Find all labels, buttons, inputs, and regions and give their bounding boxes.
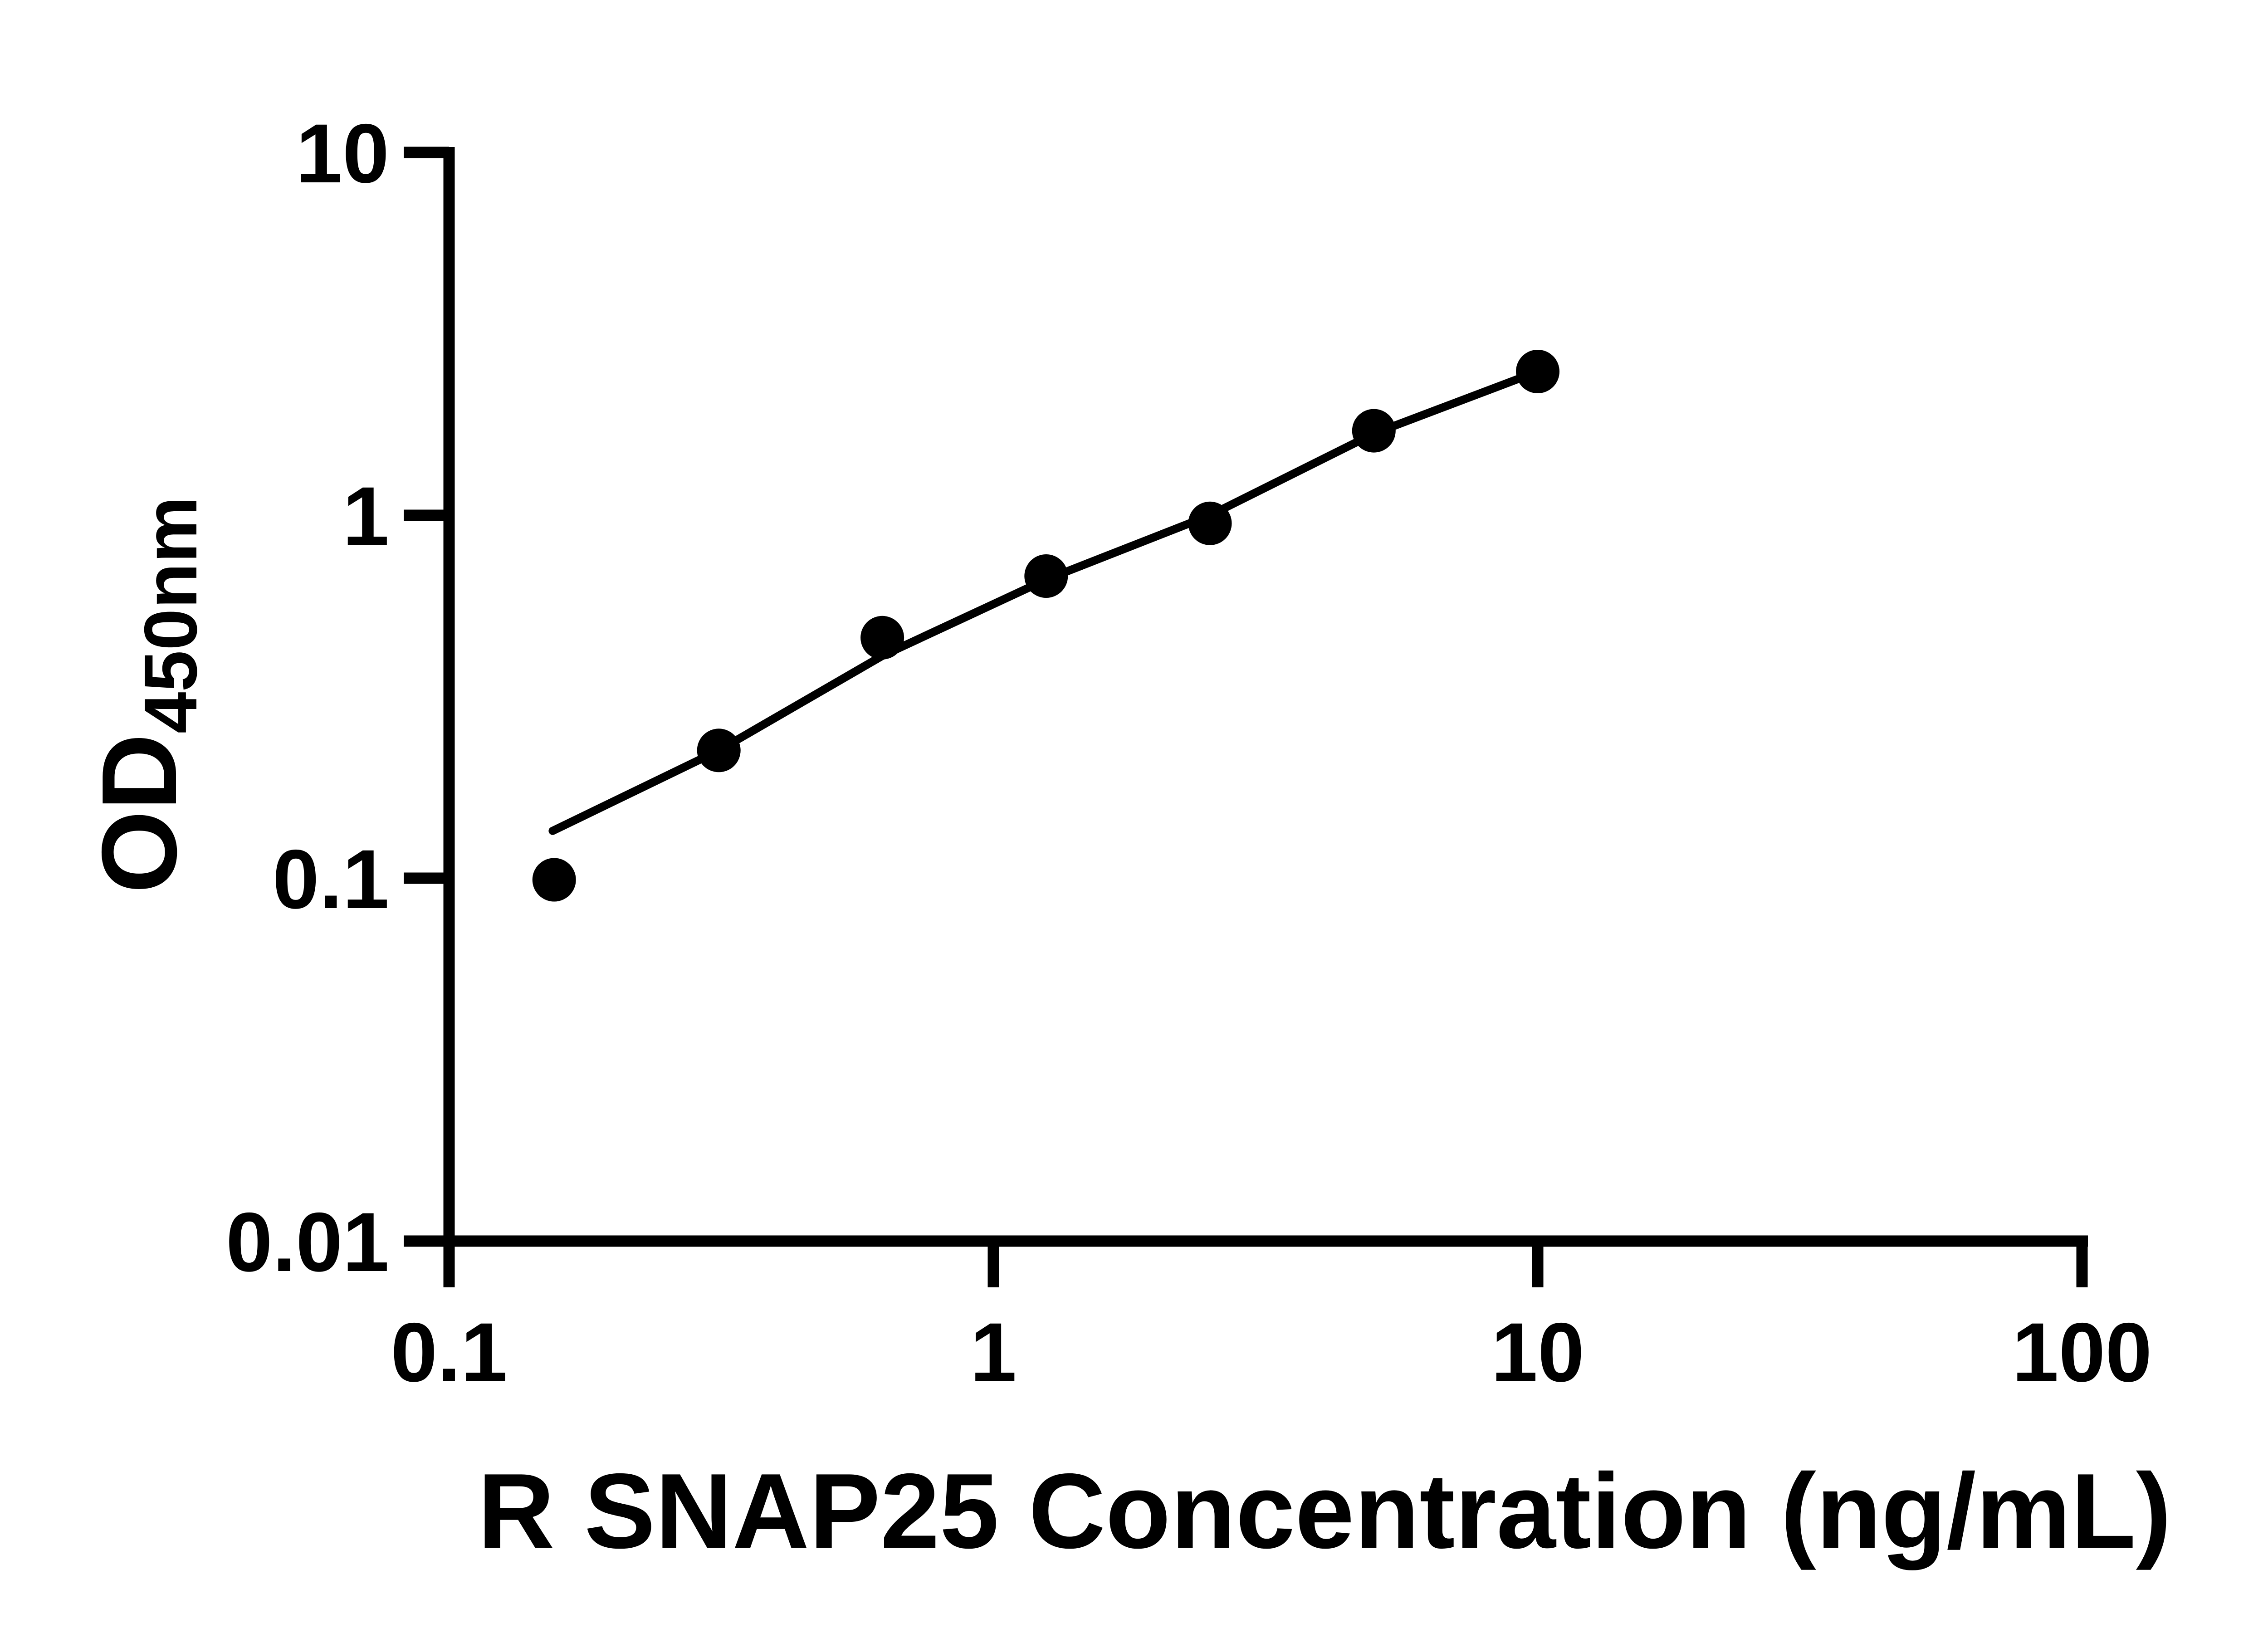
y-tick-label: 0.01 xyxy=(226,1196,389,1289)
data-points xyxy=(532,350,1559,902)
x-tick-label: 0.1 xyxy=(391,1306,507,1399)
y-axis-title: OD450nm xyxy=(79,496,212,893)
y-tick-label: 0.1 xyxy=(273,833,389,926)
x-axis-ticks: 0.1 1 10 100 xyxy=(391,1241,2152,1399)
data-point-marker xyxy=(860,616,904,660)
x-tick-label: 10 xyxy=(1491,1306,1584,1399)
data-point-marker xyxy=(532,858,576,902)
y-axis-ticks: 10 1 0.1 0.01 xyxy=(226,107,449,1289)
y-tick-label: 10 xyxy=(296,107,389,200)
y-axis-title-subscript: 450nm xyxy=(129,496,212,733)
x-tick-label: 100 xyxy=(2012,1306,2152,1399)
data-point-marker xyxy=(1024,554,1068,598)
x-tick-label: 1 xyxy=(970,1306,1017,1399)
y-tick-label: 1 xyxy=(342,470,389,563)
data-point-marker xyxy=(1516,350,1559,393)
data-point-marker xyxy=(697,728,741,772)
data-point-marker xyxy=(1352,409,1396,453)
x-axis-title: R SNAP25 Concentration (ng/mL) xyxy=(478,1451,2171,1570)
data-point-marker xyxy=(1188,501,1232,545)
y-axis-title-main: OD xyxy=(79,733,199,894)
